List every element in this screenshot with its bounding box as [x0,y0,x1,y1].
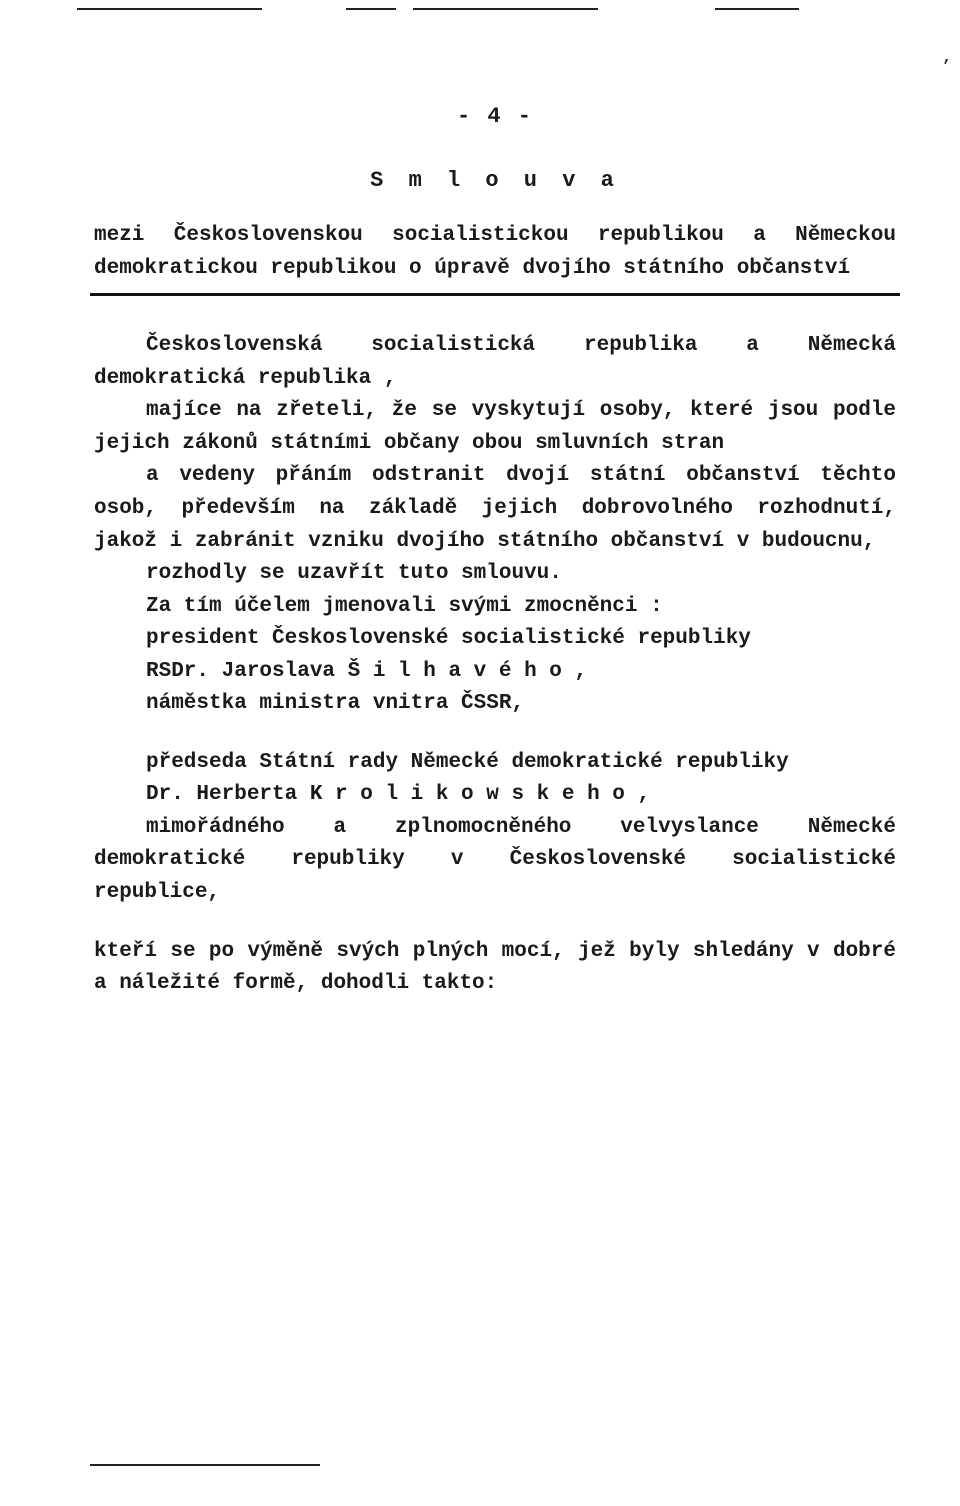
page-number: - 4 - [90,100,900,134]
document-title: S m l o u v a [90,164,900,198]
bottom-rule [90,1464,320,1466]
paragraph: náměstka ministra vnitra ČSSR, [94,688,896,721]
paragraph-signatory-cssr: RSDr. Jaroslava Š i l h a v é h o , [94,656,896,689]
paragraph: a vedeny přáním odstranit dvojí státní o… [94,460,896,558]
vertical-gap [94,910,896,936]
text-run: RSDr. Jaroslava [146,660,348,683]
text-run-spaced: K r o l i k o w s k e h o , [310,783,650,806]
text-run-spaced: Š i l h a v é h o , [348,660,587,683]
paragraph: majíce na zřeteli, že se vyskytují osoby… [94,395,896,460]
top-rule-seg [346,8,396,10]
top-rule-group [60,8,900,18]
vertical-gap [94,721,896,747]
top-rule-seg [77,8,262,10]
top-rule-seg [413,8,598,10]
top-rule-seg [715,8,799,10]
paragraph: Československá socialistická republika a… [94,330,896,395]
document-subtitle: mezi Československou socialistickou repu… [90,220,900,285]
stray-mark: , [942,45,952,70]
paragraph: kteří se po výměně svých plných mocí, je… [94,936,896,1001]
paragraph: mimořádného a zplnomocněného velvyslance… [94,812,896,910]
document-body: Československá socialistická republika a… [90,330,900,1000]
text-run: Dr. Herberta [146,783,310,806]
paragraph: rozhodly se uzavřít tuto smlouvu. [94,558,896,591]
paragraph: předseda Státní rady Německé demokratick… [94,747,896,780]
paragraph-signatory-ddr: Dr. Herberta K r o l i k o w s k e h o , [94,779,896,812]
paragraph: president Československé socialistické r… [94,623,896,656]
document-page: , - 4 - S m l o u v a mezi Československ… [0,0,960,1506]
paragraph: Za tím účelem jmenovali svými zmocněnci … [94,591,896,624]
title-underline-rule [90,293,900,296]
